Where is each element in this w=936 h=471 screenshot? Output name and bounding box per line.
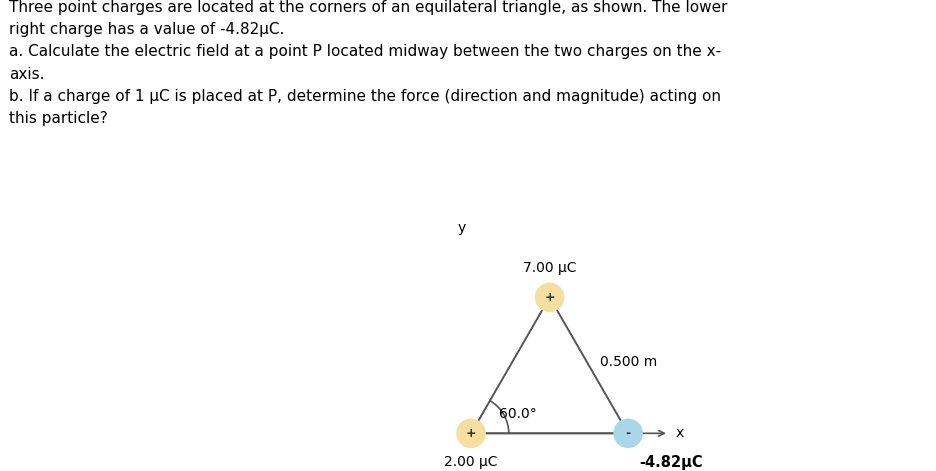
- Circle shape: [534, 283, 563, 311]
- Text: 60.0°: 60.0°: [499, 407, 536, 421]
- Text: -4.82μC: -4.82μC: [638, 455, 702, 471]
- Text: -: -: [625, 427, 630, 440]
- Text: Three point charges are located at the corners of an equilateral triangle, as sh: Three point charges are located at the c…: [9, 0, 727, 126]
- Text: 0.500 m: 0.500 m: [599, 355, 656, 369]
- Text: y: y: [457, 220, 465, 235]
- Circle shape: [613, 419, 641, 447]
- Text: 7.00 μC: 7.00 μC: [522, 261, 576, 276]
- Text: +: +: [465, 427, 475, 440]
- Text: x: x: [675, 426, 682, 440]
- Circle shape: [457, 419, 485, 447]
- Text: 2.00 μC: 2.00 μC: [444, 455, 497, 469]
- Text: +: +: [544, 291, 554, 304]
